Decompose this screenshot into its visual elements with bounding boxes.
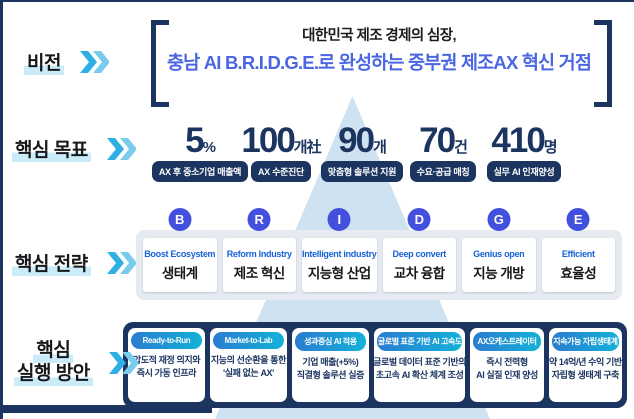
strategy-letter-badge: I	[327, 208, 351, 231]
goal-value: 90	[338, 121, 375, 160]
goal-metric: 70건 수요·공급 매칭	[393, 123, 493, 182]
vision-bracket-left	[151, 20, 169, 107]
action-line1: 지능의 선순환을 통한	[210, 355, 287, 365]
double-chevron-right-icon	[106, 251, 136, 274]
action-line2: 즉시 가동 인프라	[136, 368, 197, 379]
vision-title: 충남 AI B.R.I.D.G.E.로 완성하는 중부권 제조AX 혁신 거점	[166, 52, 592, 73]
strategy-label: 핵심 전략	[12, 249, 91, 276]
action-card: 글로벌 표준 기반 AI 고속도로 글로벌 데이터 표준 기반의 초고속 AI …	[373, 328, 467, 402]
goal-desc-badge: 실무 AI 인재양성	[486, 161, 562, 182]
action-line2: AI 실질 인재 양성	[476, 370, 538, 381]
action-line2: '실패 없는 AX'	[222, 368, 274, 379]
strategy-letter-badge: E	[566, 208, 590, 231]
goal-unit: 건	[454, 139, 468, 156]
strategy-card: I Intelligent industry 지능형 산업	[302, 208, 377, 292]
action-line2: 초고속 AI 확산 체계 조성	[375, 370, 464, 381]
action-line1: 약 14억/년 수익 기반	[548, 357, 622, 367]
goal-metric: 100개社 AX 수준진단	[231, 123, 331, 182]
strategy-ko: 교차 융합	[393, 265, 445, 281]
strategy-en: Genius open	[473, 248, 525, 259]
strategy-ko: 지능 개방	[473, 265, 525, 281]
goals-label: 핵심 목표	[12, 135, 91, 162]
goal-metric: 90개 맞춤형 솔루션 지원	[312, 123, 412, 182]
strategy-ko: 효율성	[560, 265, 597, 281]
strategy-ko: 제조 혁신	[233, 265, 285, 281]
action-title: Ready-to-Run	[131, 332, 202, 349]
action-title: 글로벌 표준 기반 AI 고속도로	[376, 332, 463, 351]
action-line2: 자립형 생태계 구축	[551, 370, 620, 381]
action-title: AX오케스트레이터	[473, 332, 541, 351]
goal-unit: 명	[543, 139, 558, 156]
double-chevron-right-icon	[106, 137, 136, 160]
action-line1: 즉시 전력형	[486, 357, 528, 367]
actions-row-label: 핵심 실행 방안	[14, 340, 138, 386]
goal-desc-badge: AX 수준진단	[250, 161, 312, 182]
action-title: 성과중심 AI 적용	[294, 332, 366, 351]
goal-unit: 개	[373, 139, 387, 156]
double-chevron-right-icon	[79, 50, 109, 73]
strategy-card: R Reform Industry 제조 혁신	[222, 208, 296, 292]
double-chevron-right-icon	[108, 351, 138, 374]
action-line1: 압도적 재정 의지와	[132, 355, 201, 365]
goal-desc-badge: AX 후 중소기업 매출액	[151, 161, 249, 182]
bottom-left-border	[0, 405, 212, 413]
strategy-card: B Boost Ecosystem 생태계	[143, 208, 217, 292]
goal-value: 5	[185, 121, 205, 160]
strategy-ko: 지능형 산업	[307, 265, 371, 281]
goal-metric: 5% AX 후 중소기업 매출액	[150, 123, 250, 182]
goal-desc-badge: 맞춤형 솔루션 지원	[320, 161, 404, 182]
strategy-card: G Genius open 지능 개방	[462, 208, 536, 292]
strategy-en: Intelligent industry	[302, 248, 377, 259]
strategy-ko: 생태계	[161, 265, 198, 281]
actions-container: Ready-to-Run 압도적 재정 의지와 즉시 가동 인프라 Market…	[123, 322, 627, 408]
action-line2: 직결형 솔루션 실증	[296, 370, 365, 381]
strategy-en: Efficient	[561, 248, 595, 259]
action-card: Market-to-Lab 지능의 선순환을 통한 '실패 없는 AX'	[209, 328, 287, 402]
action-line1: 기업 매출(+5%)	[302, 357, 359, 367]
top-border	[0, 0, 634, 2]
action-title: 지속가능 자립생태계	[551, 332, 619, 351]
left-border	[0, 0, 3, 419]
actions-label-line1: 핵심	[33, 340, 74, 363]
strategy-en: Reform Industry	[226, 248, 292, 259]
action-card: Ready-to-Run 압도적 재정 의지와 즉시 가동 인프라	[128, 328, 205, 402]
goal-metric: 410명 실무 AI 인재양성	[474, 123, 574, 182]
goal-value: 100	[241, 121, 295, 160]
goal-unit: %	[202, 139, 216, 156]
strategy-row-label: 핵심 전략	[12, 249, 136, 276]
strategy-en: Deep convert	[392, 248, 447, 259]
goal-value: 410	[491, 121, 545, 160]
action-line1: 글로벌 데이터 표준 기반의	[373, 357, 467, 367]
strategy-card: E Efficient 효율성	[541, 208, 616, 292]
action-card: 성과중심 AI 적용 기업 매출(+5%) 직결형 솔루션 실증	[291, 328, 369, 402]
vision-subtitle: 대한민국 제조 경제의 심장,	[302, 28, 456, 44]
strategy-letter-badge: R	[247, 208, 271, 231]
goal-unit: 개社	[293, 139, 322, 156]
strategy-letter-badge: B	[168, 208, 192, 231]
action-card: AX오케스트레이터 즉시 전력형 AI 실질 인재 양성	[470, 328, 544, 402]
strategy-container: B Boost Ecosystem 생태계 R Reform Industry …	[136, 208, 622, 300]
strategy-letter-badge: G	[487, 208, 511, 231]
action-title: Market-to-Lab	[212, 332, 284, 349]
vision-label: 비전	[24, 48, 64, 75]
action-card: 지속가능 자립생태계 약 14억/년 수익 기반 자립형 생태계 구축	[548, 328, 622, 402]
goal-desc-badge: 수요·공급 매칭	[409, 161, 477, 182]
strategy-letter-badge: D	[407, 208, 431, 231]
vision-bracket-right	[594, 20, 612, 107]
strategy-en: Boost Ecosystem	[144, 248, 216, 259]
goal-value: 70	[419, 121, 456, 160]
vision-statement: 대한민국 제조 경제의 심장, 충남 AI B.R.I.D.G.E.로 완성하는…	[166, 24, 592, 75]
actions-label-line2: 실행 방안	[14, 362, 93, 386]
strategy-card: D Deep convert 교차 융합	[382, 208, 457, 292]
goals-row-label: 핵심 목표	[12, 135, 136, 162]
vision-row-label: 비전	[24, 48, 109, 75]
